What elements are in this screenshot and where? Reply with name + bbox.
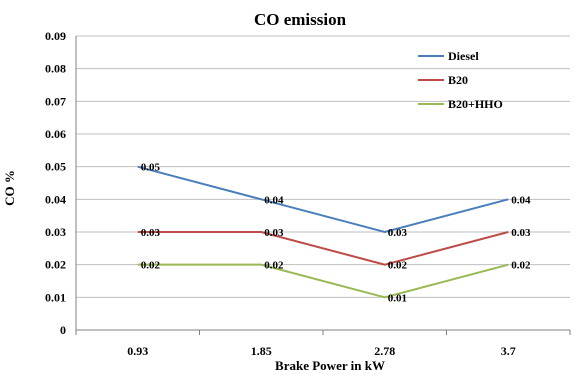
y-tick-label: 0.04: [45, 192, 66, 206]
chart-title: CO emission: [254, 10, 347, 29]
data-label: 0.02: [511, 260, 531, 272]
data-label: 0.04: [264, 194, 284, 206]
data-label: 0.04: [511, 194, 531, 206]
series-line-b20: [137, 231, 509, 266]
x-tick-label: 3.7: [501, 344, 516, 358]
y-tick-label: 0.02: [45, 258, 66, 272]
series-lines: [137, 165, 509, 299]
x-tick-label: 0.93: [127, 344, 148, 358]
data-label: 0.05: [141, 162, 161, 174]
data-label: 0.03: [264, 227, 284, 239]
legend-entry: B20+HHO: [448, 97, 503, 111]
legend-entry: Diesel: [448, 49, 479, 63]
data-label: 0.02: [141, 260, 161, 272]
legend: Diesel B20 B20+HHO: [418, 49, 503, 111]
x-tick-label: 2.78: [374, 344, 395, 358]
y-tick-label: 0.01: [45, 290, 66, 304]
series-line-b20-hho: [137, 263, 509, 299]
x-tick-label: 1.85: [251, 344, 272, 358]
axes: 0 0.01 0.02 0.03 0.04 0.05 0.06 0.07 0.08 0.09 0.9…: [45, 29, 571, 358]
data-label: 0.01: [388, 292, 407, 304]
y-tick-label: 0.05: [45, 160, 66, 174]
legend-entry: B20: [448, 73, 468, 87]
data-label: 0.03: [511, 227, 531, 239]
y-tick-label: 0.09: [45, 29, 66, 43]
y-tick-label: 0.03: [45, 225, 66, 239]
y-tick-label: 0.08: [45, 62, 66, 76]
data-label: 0.02: [264, 260, 284, 272]
y-axis-title: CO %: [2, 170, 17, 206]
data-label: 0.03: [141, 227, 161, 239]
y-tick-label: 0.07: [45, 94, 66, 108]
data-labels: 0.05 0.04 0.03 0.04 0.03 0.03 0.02 0.03 0.02 0.02…: [141, 162, 531, 305]
series-line-diesel: [137, 165, 509, 234]
data-label: 0.02: [388, 260, 408, 272]
x-axis-title: Brake Power in kW: [275, 358, 385, 373]
data-label: 0.03: [388, 227, 408, 239]
y-tick-label: 0.06: [45, 127, 66, 141]
y-tick-label: 0: [60, 323, 66, 337]
